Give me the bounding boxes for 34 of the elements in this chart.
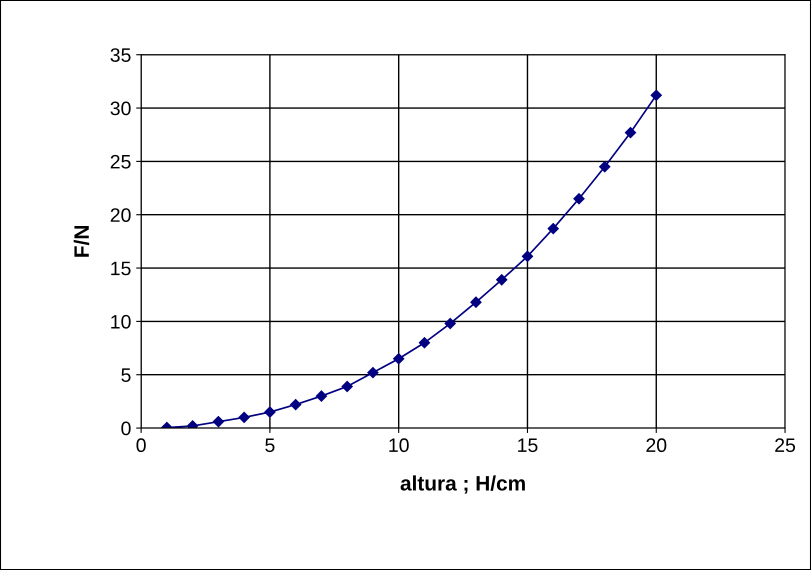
x-tick-label: 5 — [265, 438, 274, 452]
x-tick-label: 20 — [646, 438, 666, 452]
y-tick-label: 35 — [110, 48, 131, 62]
point — [522, 250, 534, 262]
x-axis-title: altura ; H/cm — [400, 475, 525, 494]
y-tick-label: 20 — [110, 208, 131, 222]
point — [599, 161, 610, 172]
point — [290, 398, 302, 410]
point — [496, 274, 508, 286]
y-tick-label: 5 — [121, 368, 131, 382]
point — [212, 416, 224, 428]
point — [238, 412, 250, 424]
point — [393, 353, 404, 364]
y-tick-label: 30 — [110, 102, 131, 116]
y-tick-label: 25 — [110, 154, 131, 169]
x-tick-label: 15 — [518, 438, 538, 452]
point — [316, 390, 328, 402]
point — [264, 406, 276, 418]
point — [548, 222, 559, 234]
y-tick-label: 0 — [121, 422, 131, 436]
y-tick-label: 15 — [111, 262, 131, 276]
point — [624, 126, 636, 138]
x-tick-label: 10 — [389, 438, 409, 452]
point — [573, 193, 585, 204]
x-tick-label: 25 — [775, 438, 796, 452]
point — [367, 366, 379, 378]
y-axis-title: F/N — [74, 226, 90, 257]
point — [470, 296, 482, 308]
point — [650, 90, 662, 101]
x-tick-label: 0 — [136, 438, 146, 452]
point — [342, 380, 353, 392]
point — [418, 337, 430, 348]
point — [444, 318, 456, 330]
y-tick-label: 10 — [111, 314, 131, 329]
